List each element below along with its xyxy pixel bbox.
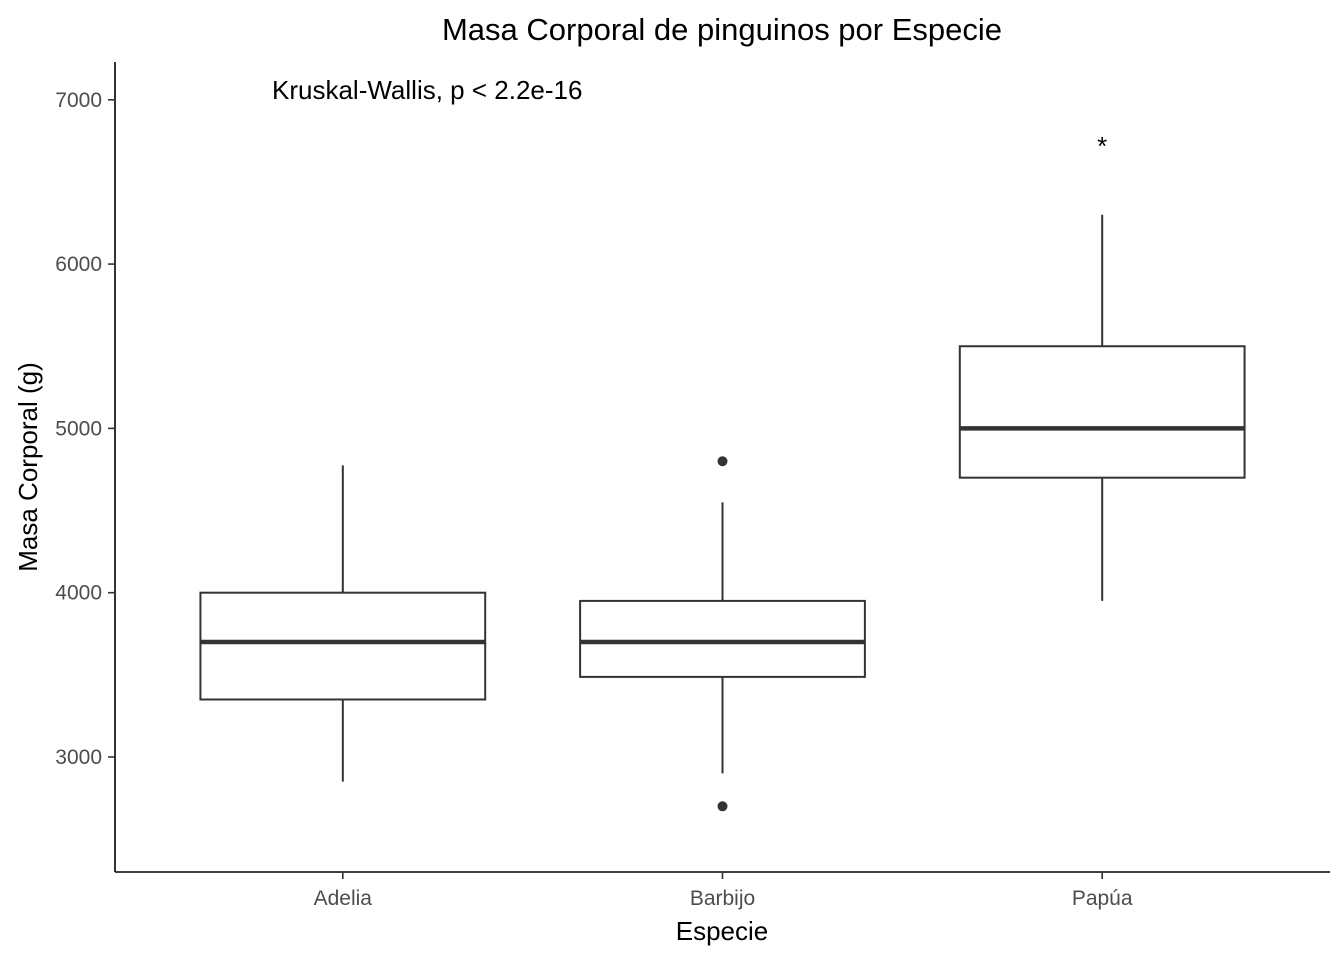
box-group-1 xyxy=(579,456,866,812)
outlier-point-1 xyxy=(717,456,728,467)
iqr-box xyxy=(199,591,487,701)
x-tick-label-1: Barbijo xyxy=(690,887,755,910)
y-tick-label-3000: 3000 xyxy=(55,746,102,769)
x-tick-label-2: Papúa xyxy=(1072,887,1133,910)
y-tick-label-4000: 4000 xyxy=(55,582,102,605)
y-tick-label-5000: 5000 xyxy=(55,417,102,440)
x-axis: Adelia Barbijo Papúa xyxy=(314,872,1133,910)
y-tick-label-7000: 7000 xyxy=(55,89,102,112)
x-tick-label-0: Adelia xyxy=(314,887,373,910)
significance-marker: * xyxy=(1097,131,1107,161)
iqr-box xyxy=(958,345,1246,479)
outlier-point-0 xyxy=(717,801,728,812)
kruskal-wallis-annotation: Kruskal-Wallis, p < 2.2e-16 xyxy=(272,75,582,105)
y-tick-label-6000: 6000 xyxy=(55,253,102,276)
boxes-layer: * xyxy=(199,131,1246,812)
x-axis-title: Especie xyxy=(676,916,769,946)
box-group-0 xyxy=(199,465,487,782)
y-axis: 3000 4000 5000 6000 7000 xyxy=(55,89,115,769)
chart-title: Masa Corporal de pinguinos por Especie xyxy=(442,12,1002,47)
y-axis-title: Masa Corporal (g) xyxy=(13,362,43,572)
box-group-2 xyxy=(958,214,1246,601)
iqr-box xyxy=(579,599,866,678)
